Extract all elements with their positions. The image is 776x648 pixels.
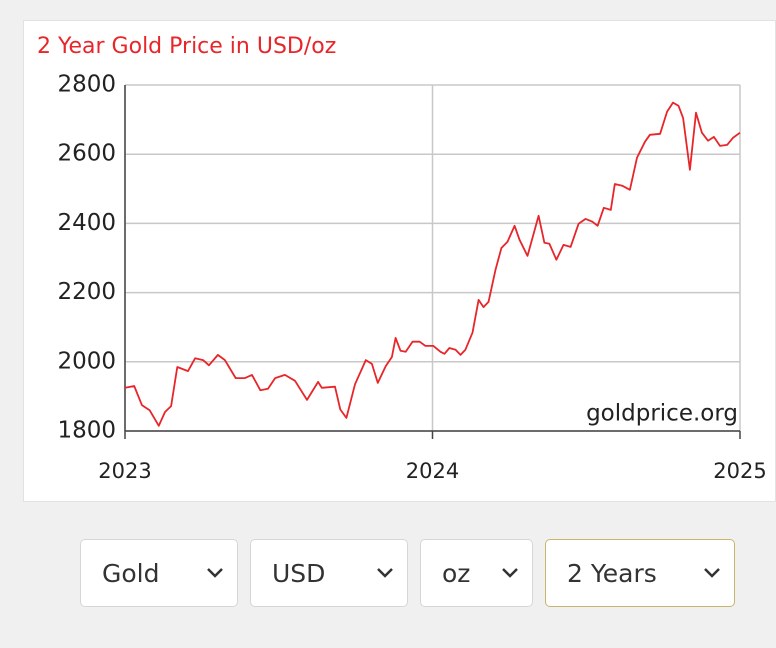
dropdown[interactable]: oz: [420, 539, 533, 607]
dropdown-label: 2 Years: [567, 558, 657, 588]
y-tick-label: 2400: [57, 210, 116, 236]
y-tick-label: 2200: [57, 279, 116, 305]
chart-card: [23, 20, 776, 502]
chart-title: 2 Year Gold Price in USD/oz: [37, 34, 336, 59]
price-line: [124, 101, 741, 427]
x-tick-label: 2023: [98, 459, 151, 483]
x-tick-label: 2024: [406, 459, 459, 483]
chevron: [207, 568, 223, 578]
dropdown-label: Gold: [102, 558, 160, 588]
chevron: [377, 568, 393, 578]
watermark: goldprice.org: [586, 401, 738, 427]
y-tick-label: 2800: [57, 72, 116, 98]
dropdown[interactable]: 2 Years: [545, 539, 735, 607]
dropdown-label: USD: [272, 558, 326, 588]
y-tick-label: 1800: [57, 418, 116, 444]
dropdown[interactable]: Gold: [80, 539, 238, 607]
dropdown[interactable]: USD: [250, 539, 408, 607]
y-tick-label: 2000: [57, 348, 116, 374]
chevron: [502, 568, 518, 578]
chevron: [704, 568, 720, 578]
x-tick-label: 2025: [713, 459, 766, 483]
dropdown-label: oz: [442, 558, 471, 588]
y-tick-label: 2600: [57, 141, 116, 167]
